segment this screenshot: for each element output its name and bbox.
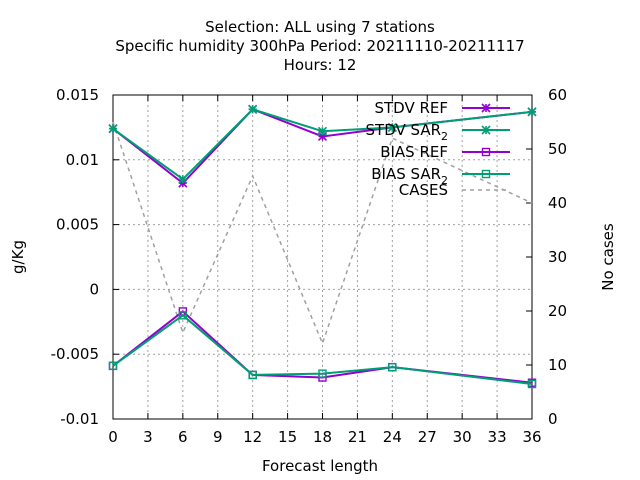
data-point-bias-sar-2 xyxy=(527,379,537,389)
x-tick-label: 33 xyxy=(488,428,507,446)
x-tick-label: 6 xyxy=(178,428,188,446)
legend-label-bias-sar-2: BIAS SAR2 xyxy=(371,165,448,187)
chart-title: Selection: ALL using 7 stations Specific… xyxy=(115,18,524,74)
y2-tick-label: 20 xyxy=(548,302,567,320)
data-point-stdv-sar-2 xyxy=(317,126,328,136)
data-point-bias-sar-2 xyxy=(318,369,327,378)
x-tick-label: 0 xyxy=(108,428,118,446)
legend-label-cases: CASES xyxy=(399,181,448,199)
legend-marker-stdv-sar-2 xyxy=(481,125,491,135)
title-line-1: Selection: ALL using 7 stations xyxy=(205,18,435,36)
x-tick-label: 36 xyxy=(522,428,541,446)
data-point-stdv-sar-2 xyxy=(108,124,118,134)
y-axis-label: g/Kg xyxy=(9,240,27,274)
x-tick-label: 30 xyxy=(453,428,472,446)
y2-tick-label: 30 xyxy=(548,248,567,266)
x-tick-label: 15 xyxy=(278,428,297,446)
data-point-stdv-sar-2 xyxy=(248,104,258,114)
y2-tick-label: 50 xyxy=(548,140,567,158)
title-line-3: Hours: 12 xyxy=(284,56,357,74)
y-tick-label: 0.015 xyxy=(56,86,99,104)
legend-marker-bias-ref xyxy=(481,147,491,157)
y2-tick-label: 60 xyxy=(548,86,567,104)
data-point-bias-sar-2 xyxy=(248,370,257,380)
data-point-bias-sar-2 xyxy=(178,311,188,320)
data-point-stdv-sar-2 xyxy=(387,122,397,132)
data-point-bias-sar-2 xyxy=(388,362,397,372)
x-tick-label: 21 xyxy=(348,428,367,446)
y-tick-label: 0.01 xyxy=(66,151,99,169)
y2-tick-label: 0 xyxy=(548,410,558,428)
series-line-stdv-sar-2 xyxy=(112,108,533,181)
series-line-cases xyxy=(112,121,533,346)
y-tick-label: 0 xyxy=(89,280,99,298)
series-bias-sar-2 xyxy=(108,311,537,389)
x-tick-label: 18 xyxy=(313,428,332,446)
legend-label-stdv-sar-2: STDV SAR2 xyxy=(366,121,448,143)
y-tick-label: -0.005 xyxy=(51,345,99,363)
legend-marker-bias-sar-2 xyxy=(481,169,491,179)
data-point-stdv-sar-2 xyxy=(178,174,188,184)
y-tick-label: -0.01 xyxy=(60,410,99,428)
x-tick-label: 27 xyxy=(418,428,437,446)
y2-tick-label: 40 xyxy=(548,194,567,212)
x-tick-label: 12 xyxy=(243,428,262,446)
x-tick-label: 24 xyxy=(383,428,402,446)
data-point-stdv-sar-2 xyxy=(527,107,537,117)
y-tick-label: 0.005 xyxy=(56,216,99,234)
grid xyxy=(113,95,532,419)
series-line-bias-sar-2 xyxy=(112,314,533,386)
x-tick-label: 3 xyxy=(143,428,153,446)
legend-label-stdv-ref: STDV REF xyxy=(374,99,448,117)
legend-marker-stdv-ref xyxy=(481,103,491,113)
y2-tick-label: 10 xyxy=(548,356,567,374)
series-stdv-sar-2 xyxy=(108,104,537,184)
series-line-bias-ref xyxy=(112,310,533,384)
series-cases xyxy=(112,121,533,346)
data-point-bias-sar-2 xyxy=(108,361,118,371)
legend-label-bias-ref: BIAS REF xyxy=(380,143,448,161)
x-tick-label: 9 xyxy=(213,428,223,446)
title-line-2: Specific humidity 300hPa Period: 2021111… xyxy=(115,37,524,55)
series-layer xyxy=(108,104,537,389)
y2-axis-label: No cases xyxy=(599,223,617,291)
x-axis-label: Forecast length xyxy=(262,457,378,475)
axes: 0 3 6 9 12 15 18 21 24 27 30 33 36-0.01-0.00500.0050… xyxy=(51,86,567,446)
